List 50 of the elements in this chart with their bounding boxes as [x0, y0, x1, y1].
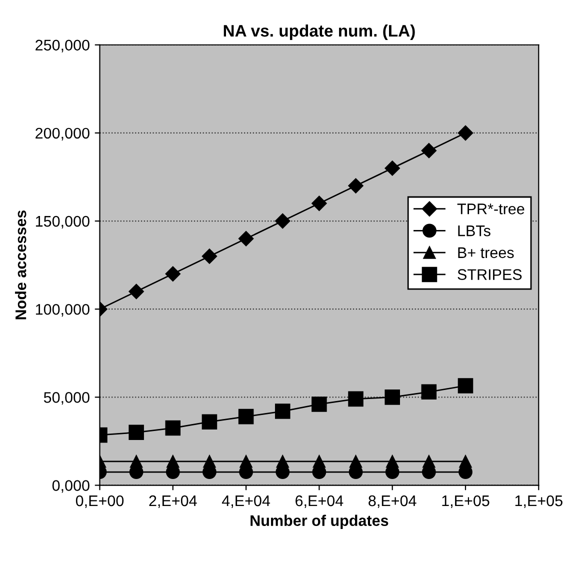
- x-axis-title: Number of updates: [250, 514, 388, 530]
- point: [128, 284, 144, 300]
- y-axis-title: Node accesses: [15, 210, 26, 320]
- legend-label: B+ trees: [458, 247, 514, 258]
- point: [240, 455, 252, 468]
- x-tick-label: 1,E+05: [442, 495, 490, 508]
- point: [276, 455, 289, 468]
- point: [202, 414, 218, 430]
- point: [458, 125, 474, 141]
- point: [384, 390, 400, 405]
- y-tick-label: 0,000: [52, 480, 90, 493]
- point: [422, 455, 436, 468]
- point: [384, 160, 400, 176]
- point: [275, 213, 290, 229]
- point: [165, 266, 180, 282]
- y-tick-label: 50,000: [44, 392, 90, 405]
- legend-label: TPR*-tree: [457, 204, 524, 214]
- point: [165, 420, 181, 436]
- point: [128, 424, 144, 440]
- point: [130, 455, 143, 468]
- point: [459, 455, 472, 468]
- x-tick-label: 6,E+04: [296, 495, 344, 508]
- legend-label: LBTs: [458, 226, 490, 236]
- x-tick-label: 1,E+05: [515, 495, 562, 508]
- point: [312, 396, 327, 412]
- y-tick-label: 150,000: [36, 216, 90, 229]
- x-tick-label: 8,E+04: [368, 495, 416, 508]
- point: [421, 143, 436, 158]
- point: [386, 455, 399, 468]
- point: [348, 391, 364, 407]
- legend-label: STRIPES: [458, 269, 522, 280]
- point: [348, 178, 364, 194]
- point: [238, 231, 254, 246]
- chart-title: NA vs. update num. (LA): [224, 24, 415, 40]
- point: [312, 455, 326, 468]
- point: [202, 248, 218, 264]
- y-tick-label: 100,000: [36, 304, 90, 317]
- x-tick-label: 2,E+04: [149, 495, 197, 508]
- point: [350, 455, 362, 468]
- point: [312, 196, 327, 211]
- x-tick-label: 0,E+00: [76, 495, 124, 508]
- point: [274, 404, 290, 419]
- point: [203, 455, 216, 468]
- point: [238, 408, 254, 424]
- y-tick-label: 200,000: [36, 128, 90, 140]
- x-tick-label: 4,E+04: [222, 495, 270, 508]
- point: [166, 455, 180, 468]
- y-tick-label: 250,000: [36, 40, 90, 52]
- point: [458, 378, 474, 394]
- point: [421, 384, 437, 400]
